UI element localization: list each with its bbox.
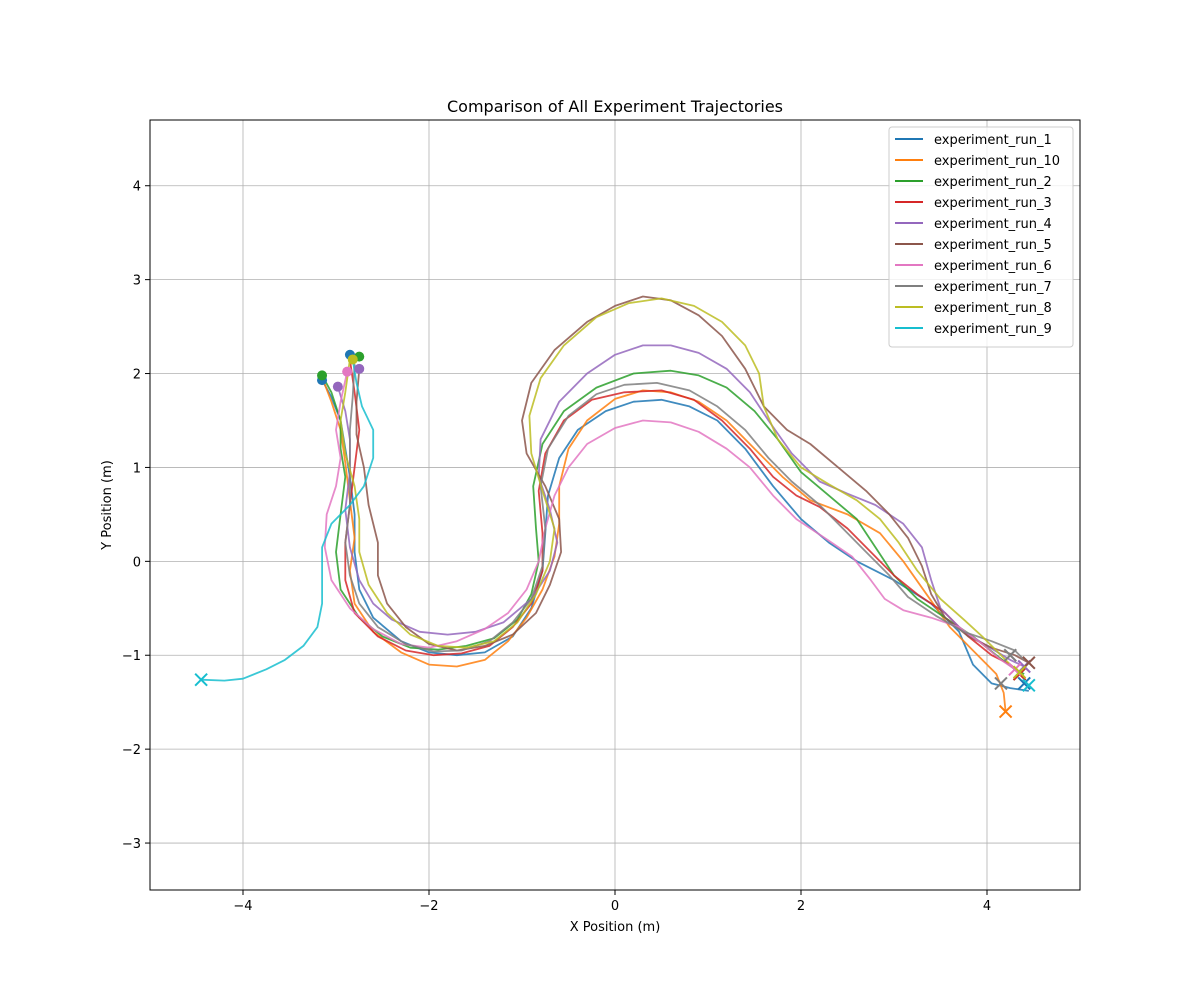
- series-line: [201, 359, 375, 682]
- legend-entry: experiment_run_8: [934, 301, 1052, 316]
- end-marker: [1017, 676, 1031, 691]
- x-tick-label: 2: [797, 899, 805, 914]
- x-tick-label: 4: [983, 899, 991, 914]
- end-marker: [194, 672, 208, 687]
- series-layer: [201, 295, 1030, 712]
- legend-entry: experiment_run_5: [934, 238, 1052, 253]
- start-marker: [332, 381, 343, 392]
- y-tick-label: 1: [133, 461, 141, 476]
- x-tick-label: −4: [233, 899, 252, 914]
- end-marker-stroke: [998, 704, 1013, 719]
- y-tick-label: 4: [133, 180, 141, 195]
- end-marker: [994, 676, 1008, 691]
- legend-entry: experiment_run_1: [934, 133, 1052, 148]
- series-line: [323, 371, 1016, 671]
- series-line: [344, 364, 1025, 661]
- end-marker-stroke: [1017, 676, 1031, 691]
- x-axis-label: X Position (m): [570, 920, 661, 935]
- series-line: [339, 297, 1016, 670]
- y-axis-label: Y Position (m): [100, 460, 115, 551]
- end-marker-stroke: [994, 676, 1008, 691]
- series-line: [355, 295, 1030, 664]
- y-tick-label: −2: [122, 743, 141, 758]
- end-marker-stroke: [1012, 665, 1027, 679]
- y-tick-label: −1: [122, 649, 141, 664]
- legend-entry: experiment_run_10: [934, 154, 1060, 169]
- start-marker: [347, 354, 358, 365]
- y-tick-label: 3: [133, 274, 141, 289]
- end-marker: [1012, 665, 1027, 679]
- legend-entry: experiment_run_4: [934, 217, 1052, 232]
- legend-box: [888, 126, 1074, 348]
- y-tick-label: −3: [122, 837, 141, 852]
- end-marker-stroke: [1008, 662, 1022, 677]
- legend-entry: experiment_run_3: [934, 196, 1052, 211]
- end-marker-stroke: [1022, 678, 1036, 692]
- legend: experiment_run_1 experiment_run_10experim…: [888, 126, 1074, 348]
- start-marker: [317, 370, 328, 381]
- x-tick-label: −2: [419, 899, 438, 914]
- legend-entry: experiment_run_2: [934, 175, 1052, 190]
- start-marker: [354, 363, 365, 374]
- series-line: [337, 344, 1025, 668]
- x-tick-label: 0: [611, 899, 619, 914]
- end-marker: [1003, 648, 1017, 662]
- end-marker-stroke: [1003, 648, 1017, 662]
- chart-title: Comparison of All Experiment Trajectorie…: [447, 97, 783, 116]
- ticks: −4 −2 0 2 4 −3 −2 −1 0 1 2 3 4: [122, 180, 991, 914]
- grid: [150, 120, 1080, 890]
- legend-entry: experiment_run_6: [934, 259, 1052, 274]
- legend-entry: experiment_run_9: [934, 322, 1052, 337]
- start-marker: [342, 366, 353, 377]
- end-marker: [1022, 678, 1036, 692]
- end-marker: [998, 704, 1013, 719]
- legend-entry: experiment_run_7: [934, 280, 1052, 295]
- end-marker-stroke: [194, 672, 208, 687]
- series-line: [321, 369, 1025, 675]
- y-tick-label: 0: [133, 555, 141, 570]
- y-tick-label: 2: [133, 368, 141, 383]
- marker-layer: [194, 349, 1036, 719]
